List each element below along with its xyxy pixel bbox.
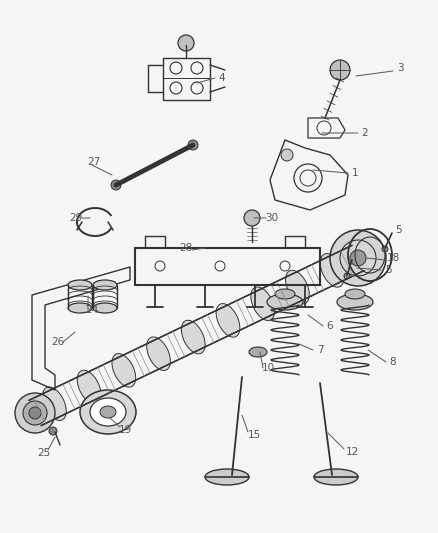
Text: 3: 3 [397,63,403,73]
Ellipse shape [15,393,55,433]
Ellipse shape [320,254,344,287]
Text: 18: 18 [386,253,399,263]
Text: 24: 24 [85,305,99,315]
Ellipse shape [77,370,101,404]
Circle shape [178,35,194,51]
Ellipse shape [267,294,303,310]
Text: 27: 27 [87,157,101,167]
Text: 2: 2 [362,128,368,138]
Ellipse shape [275,289,295,299]
Text: 10: 10 [261,363,275,373]
Ellipse shape [181,320,205,354]
Ellipse shape [216,304,240,337]
Ellipse shape [147,337,170,370]
Ellipse shape [251,287,275,320]
Ellipse shape [350,250,366,266]
Ellipse shape [100,406,116,418]
Ellipse shape [205,469,249,485]
Ellipse shape [112,353,136,387]
Ellipse shape [337,294,373,310]
Ellipse shape [29,407,41,419]
Circle shape [244,210,260,226]
Text: 25: 25 [37,448,51,458]
Ellipse shape [330,230,386,286]
Circle shape [111,180,121,190]
Circle shape [330,60,350,80]
Ellipse shape [42,387,66,421]
Text: 1: 1 [352,168,358,178]
Text: 29: 29 [69,213,83,223]
Ellipse shape [93,303,117,313]
Ellipse shape [80,390,136,434]
Circle shape [188,140,198,150]
Ellipse shape [314,469,358,485]
Text: 30: 30 [265,213,279,223]
Circle shape [344,273,350,279]
Text: 15: 15 [247,430,261,440]
Circle shape [382,246,388,252]
Text: 5: 5 [395,225,401,235]
Ellipse shape [23,401,47,425]
Text: 8: 8 [390,357,396,367]
Text: 12: 12 [346,447,359,457]
Circle shape [49,427,57,435]
Text: 5: 5 [385,265,391,275]
Text: 4: 4 [219,73,225,83]
Circle shape [281,149,293,161]
Text: 19: 19 [118,425,132,435]
Ellipse shape [249,347,267,357]
Text: 28: 28 [180,243,193,253]
Ellipse shape [93,280,117,290]
Ellipse shape [68,280,92,290]
Ellipse shape [68,303,92,313]
Ellipse shape [90,398,126,426]
Text: 6: 6 [327,321,333,331]
Text: 7: 7 [317,345,323,355]
Ellipse shape [286,270,309,304]
Text: 26: 26 [51,337,65,347]
Ellipse shape [345,289,365,299]
